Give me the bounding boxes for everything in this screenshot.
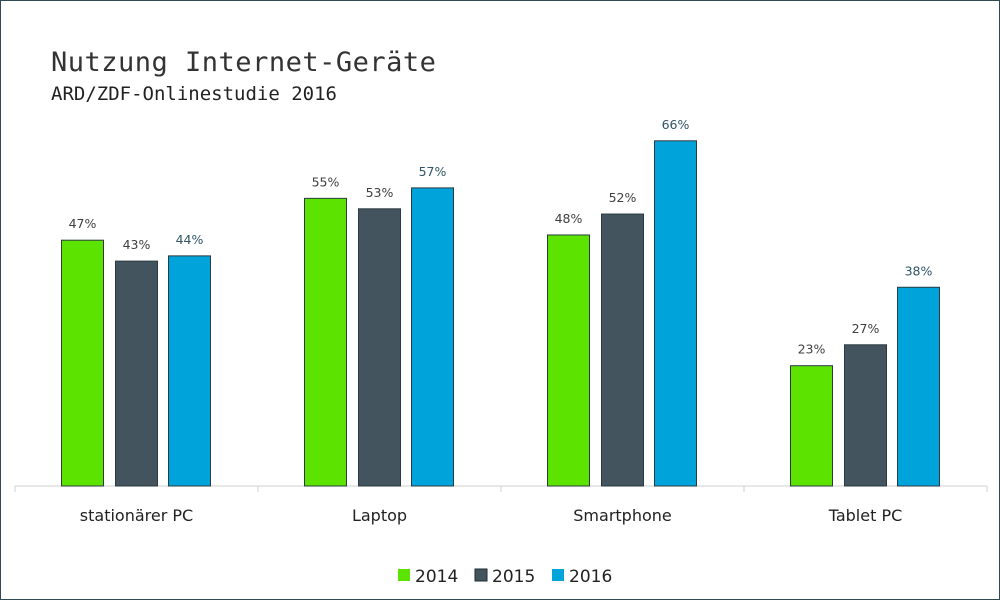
legend-swatch-2014	[398, 569, 410, 581]
data-label: 47%	[69, 216, 97, 231]
category-label: Laptop	[352, 506, 407, 525]
data-label: 55%	[312, 174, 340, 189]
data-label: 52%	[609, 190, 637, 205]
legend-swatch-2015	[474, 568, 488, 582]
bar-2014	[547, 234, 590, 487]
bar-2015	[358, 208, 401, 487]
data-label: 53%	[366, 185, 394, 200]
data-label: 27%	[852, 321, 880, 336]
bar-2014	[304, 197, 347, 487]
legend-label: 2014	[415, 567, 458, 587]
bar-2016	[897, 286, 940, 487]
bar-2015	[844, 344, 887, 487]
chart-title: Nutzung Internet-Geräte	[51, 47, 437, 78]
category-label: Tablet PC	[828, 506, 903, 525]
bar-2015	[601, 213, 644, 487]
data-label: 38%	[905, 263, 933, 278]
bar-2016	[168, 255, 211, 487]
data-label: 57%	[419, 164, 447, 179]
bar-2016	[654, 140, 697, 487]
data-label: 44%	[176, 232, 204, 247]
bar-2014	[61, 239, 104, 487]
bar-2015	[115, 260, 158, 487]
legend-label: 2015	[492, 567, 535, 587]
chart-subtitle: ARD/ZDF-Onlinestudie 2016	[51, 83, 337, 105]
legend-label: 2016	[569, 567, 612, 587]
data-label: 43%	[123, 237, 151, 252]
category-label: Smartphone	[573, 506, 671, 525]
legend-swatch-2016	[552, 569, 564, 581]
data-label: 48%	[555, 211, 583, 226]
data-label: 66%	[662, 117, 690, 132]
bar-2014	[790, 365, 833, 487]
data-label: 23%	[798, 342, 826, 357]
category-label: stationärer PC	[80, 506, 193, 525]
bar-2016	[411, 187, 454, 487]
